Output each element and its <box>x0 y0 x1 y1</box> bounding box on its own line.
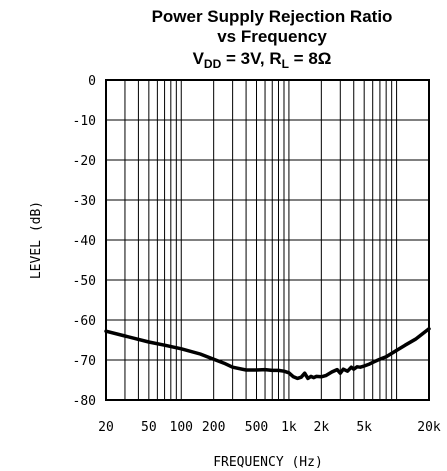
title-v-subscript: DD <box>204 57 222 71</box>
x-tick-label: 500 <box>245 420 268 435</box>
x-tick-label: 20 <box>98 420 114 435</box>
x-tick-label: 50 <box>141 420 157 435</box>
chart-title-line-3: VDD = 3V, RL = 8Ω <box>193 49 332 71</box>
y-tick-label: 0 <box>88 74 96 89</box>
chart-title-line-2: vs Frequency <box>217 27 327 46</box>
title-r-subscript: L <box>282 57 289 71</box>
y-tick-label: -20 <box>73 154 96 169</box>
psrr-curve <box>104 327 431 381</box>
x-tick-label: 100 <box>170 420 193 435</box>
title-v-rest: = 3V, R <box>221 49 281 68</box>
plot-frame <box>105 79 430 401</box>
title-r-rest: = 8Ω <box>289 49 331 68</box>
chart-title-line-1: Power Supply Rejection Ratio <box>152 7 393 26</box>
x-tick-label: 2k <box>314 420 330 435</box>
x-tick-label: 1k <box>281 420 297 435</box>
y-tick-label: -60 <box>73 314 96 329</box>
x-axis-title: FREQUENCY (Hz) <box>213 455 323 470</box>
title-v: V <box>193 49 205 68</box>
y-tick-label: -80 <box>73 394 96 409</box>
y-tick-labels: 0 -10 -20 -30 -40 -50 -60 -70 -80 <box>73 74 96 409</box>
y-tick-label: -30 <box>73 194 96 209</box>
grid <box>106 79 429 401</box>
x-tick-labels: 20 50 100 200 500 1k 2k 5k 20k <box>98 420 441 435</box>
y-tick-label: -50 <box>73 274 96 289</box>
y-tick-label: -10 <box>73 114 96 129</box>
y-tick-label: -70 <box>73 354 96 369</box>
x-tick-label: 200 <box>202 420 225 435</box>
x-tick-label: 5k <box>356 420 372 435</box>
y-axis-title: LEVEL (dB) <box>29 201 44 279</box>
y-tick-label: -40 <box>73 234 96 249</box>
x-tick-label: 20k <box>417 420 441 435</box>
